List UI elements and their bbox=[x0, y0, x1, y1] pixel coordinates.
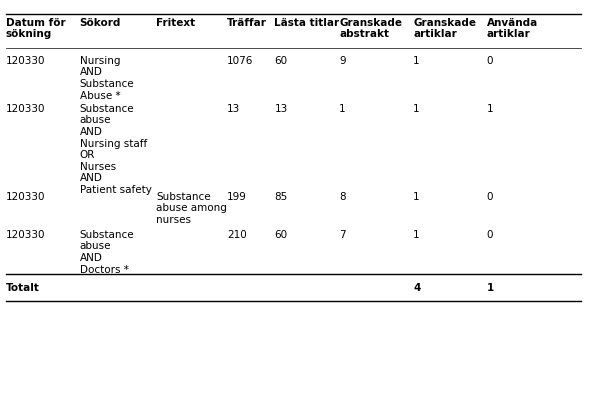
Text: 9: 9 bbox=[339, 56, 346, 66]
Text: 1: 1 bbox=[413, 56, 419, 66]
Text: 85: 85 bbox=[274, 192, 287, 202]
Text: Träffar: Träffar bbox=[227, 18, 267, 28]
Text: 0: 0 bbox=[487, 56, 493, 66]
Text: Substance
abuse
AND
Nursing staff
OR
Nurses
AND
Patient safety: Substance abuse AND Nursing staff OR Nur… bbox=[80, 104, 152, 195]
Text: Använda
artiklar: Använda artiklar bbox=[487, 18, 538, 39]
Text: 60: 60 bbox=[274, 56, 287, 66]
Text: 1: 1 bbox=[413, 192, 419, 202]
Text: Fritext: Fritext bbox=[156, 18, 195, 28]
Text: 1: 1 bbox=[339, 104, 346, 114]
Text: 7: 7 bbox=[339, 230, 346, 240]
Text: 13: 13 bbox=[274, 104, 287, 114]
Text: Sökord: Sökord bbox=[80, 18, 121, 28]
Text: 0: 0 bbox=[487, 230, 493, 240]
Text: Datum för
sökning: Datum för sökning bbox=[6, 18, 65, 39]
Text: 13: 13 bbox=[227, 104, 240, 114]
Text: 4: 4 bbox=[413, 283, 420, 293]
Text: Granskade
artiklar: Granskade artiklar bbox=[413, 18, 476, 39]
Text: 8: 8 bbox=[339, 192, 346, 202]
Text: Substance
abuse
AND
Doctors *: Substance abuse AND Doctors * bbox=[80, 230, 135, 275]
Text: 120330: 120330 bbox=[6, 230, 45, 240]
Text: 210: 210 bbox=[227, 230, 247, 240]
Text: Lästa titlar: Lästa titlar bbox=[274, 18, 339, 28]
Text: Granskade
abstrakt: Granskade abstrakt bbox=[339, 18, 402, 39]
Text: 1076: 1076 bbox=[227, 56, 254, 66]
Text: 1: 1 bbox=[487, 104, 493, 114]
Text: 120330: 120330 bbox=[6, 56, 45, 66]
Text: 0: 0 bbox=[487, 192, 493, 202]
Text: 1: 1 bbox=[413, 230, 419, 240]
Text: 120330: 120330 bbox=[6, 104, 45, 114]
Text: 120330: 120330 bbox=[6, 192, 45, 202]
Text: 199: 199 bbox=[227, 192, 247, 202]
Text: Nursing
AND
Substance
Abuse *: Nursing AND Substance Abuse * bbox=[80, 56, 135, 100]
Text: Substance
abuse among
nurses: Substance abuse among nurses bbox=[156, 192, 227, 225]
Text: 1: 1 bbox=[413, 104, 419, 114]
Text: 1: 1 bbox=[487, 283, 494, 293]
Text: Totalt: Totalt bbox=[6, 283, 40, 293]
Text: 60: 60 bbox=[274, 230, 287, 240]
